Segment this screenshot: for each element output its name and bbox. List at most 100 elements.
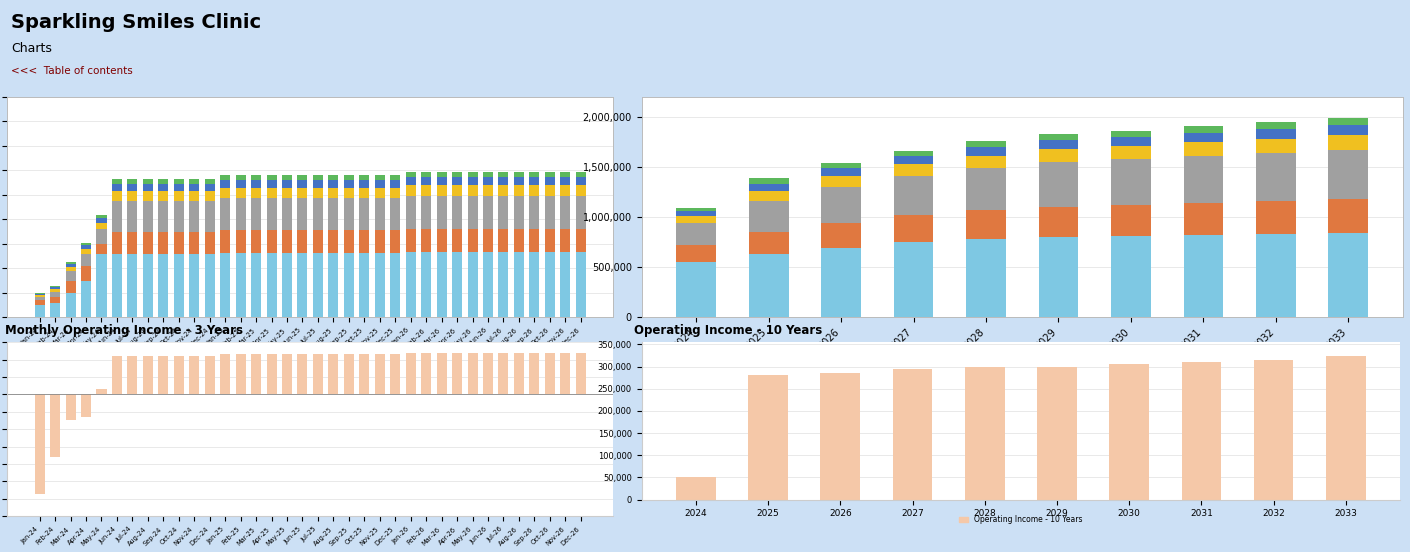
Bar: [298, 230, 307, 253]
Bar: [204, 231, 214, 253]
Bar: [677, 208, 716, 211]
Bar: [468, 196, 478, 229]
Bar: [1183, 156, 1224, 203]
Bar: [529, 172, 540, 177]
Bar: [220, 230, 230, 253]
Bar: [80, 242, 92, 245]
Bar: [484, 172, 494, 177]
Bar: [499, 252, 509, 317]
Bar: [173, 179, 183, 184]
Bar: [111, 253, 121, 317]
Bar: [204, 201, 214, 231]
Bar: [821, 168, 862, 176]
Bar: [1256, 153, 1296, 201]
Bar: [529, 229, 540, 252]
Bar: [966, 141, 1005, 147]
Bar: [235, 230, 245, 253]
Bar: [65, 264, 76, 267]
Bar: [499, 229, 509, 252]
Bar: [966, 239, 1005, 317]
Bar: [894, 176, 933, 215]
Bar: [282, 230, 292, 253]
Bar: [266, 175, 276, 181]
Bar: [235, 354, 245, 394]
Bar: [204, 253, 214, 317]
Bar: [499, 177, 509, 185]
Bar: [422, 185, 431, 196]
Bar: [453, 172, 462, 177]
Bar: [513, 353, 525, 394]
Bar: [749, 201, 788, 232]
Bar: [391, 253, 400, 317]
Bar: [266, 230, 276, 253]
Bar: [391, 188, 400, 198]
Bar: [677, 211, 716, 216]
Bar: [749, 191, 788, 201]
Bar: [1039, 140, 1079, 149]
Bar: [360, 230, 369, 253]
Text: Monthly Operating Income - 3 Years: Monthly Operating Income - 3 Years: [6, 324, 243, 337]
Bar: [65, 394, 76, 421]
Bar: [894, 151, 933, 156]
Bar: [499, 353, 509, 394]
Bar: [204, 184, 214, 191]
Bar: [406, 252, 416, 317]
Bar: [220, 354, 230, 394]
Bar: [529, 196, 540, 229]
Bar: [235, 175, 245, 181]
Bar: [360, 198, 369, 230]
Bar: [499, 196, 509, 229]
Bar: [468, 252, 478, 317]
Bar: [453, 353, 462, 394]
Bar: [35, 305, 45, 317]
Bar: [189, 179, 199, 184]
Bar: [375, 175, 385, 181]
Bar: [437, 172, 447, 177]
Bar: [391, 354, 400, 394]
Bar: [65, 267, 76, 271]
Bar: [513, 185, 525, 196]
Bar: [1111, 130, 1151, 137]
Bar: [127, 231, 137, 253]
Bar: [344, 188, 354, 198]
Bar: [964, 367, 1004, 500]
Bar: [111, 179, 121, 184]
Bar: [529, 177, 540, 185]
Bar: [96, 218, 107, 223]
Bar: [513, 172, 525, 177]
Bar: [544, 229, 556, 252]
Bar: [375, 188, 385, 198]
Bar: [65, 271, 76, 280]
Bar: [453, 185, 462, 196]
Text: <<<  Table of contents: <<< Table of contents: [11, 66, 133, 76]
Bar: [1111, 236, 1151, 317]
Bar: [1253, 360, 1293, 500]
Bar: [189, 184, 199, 191]
Bar: [344, 175, 354, 181]
Bar: [204, 179, 214, 184]
Bar: [96, 223, 107, 229]
Bar: [344, 230, 354, 253]
Bar: [282, 198, 292, 230]
Bar: [468, 229, 478, 252]
Bar: [422, 229, 431, 252]
Bar: [80, 280, 92, 317]
Bar: [1325, 355, 1366, 500]
Bar: [189, 356, 199, 394]
Bar: [422, 252, 431, 317]
Bar: [220, 253, 230, 317]
Bar: [544, 196, 556, 229]
Bar: [158, 191, 168, 201]
Bar: [80, 245, 92, 249]
Bar: [65, 262, 76, 264]
Bar: [220, 175, 230, 181]
Bar: [298, 354, 307, 394]
Bar: [313, 198, 323, 230]
Bar: [560, 185, 570, 196]
Bar: [189, 201, 199, 231]
Bar: [173, 356, 183, 394]
Bar: [344, 198, 354, 230]
Bar: [422, 172, 431, 177]
Bar: [142, 201, 152, 231]
Bar: [189, 191, 199, 201]
